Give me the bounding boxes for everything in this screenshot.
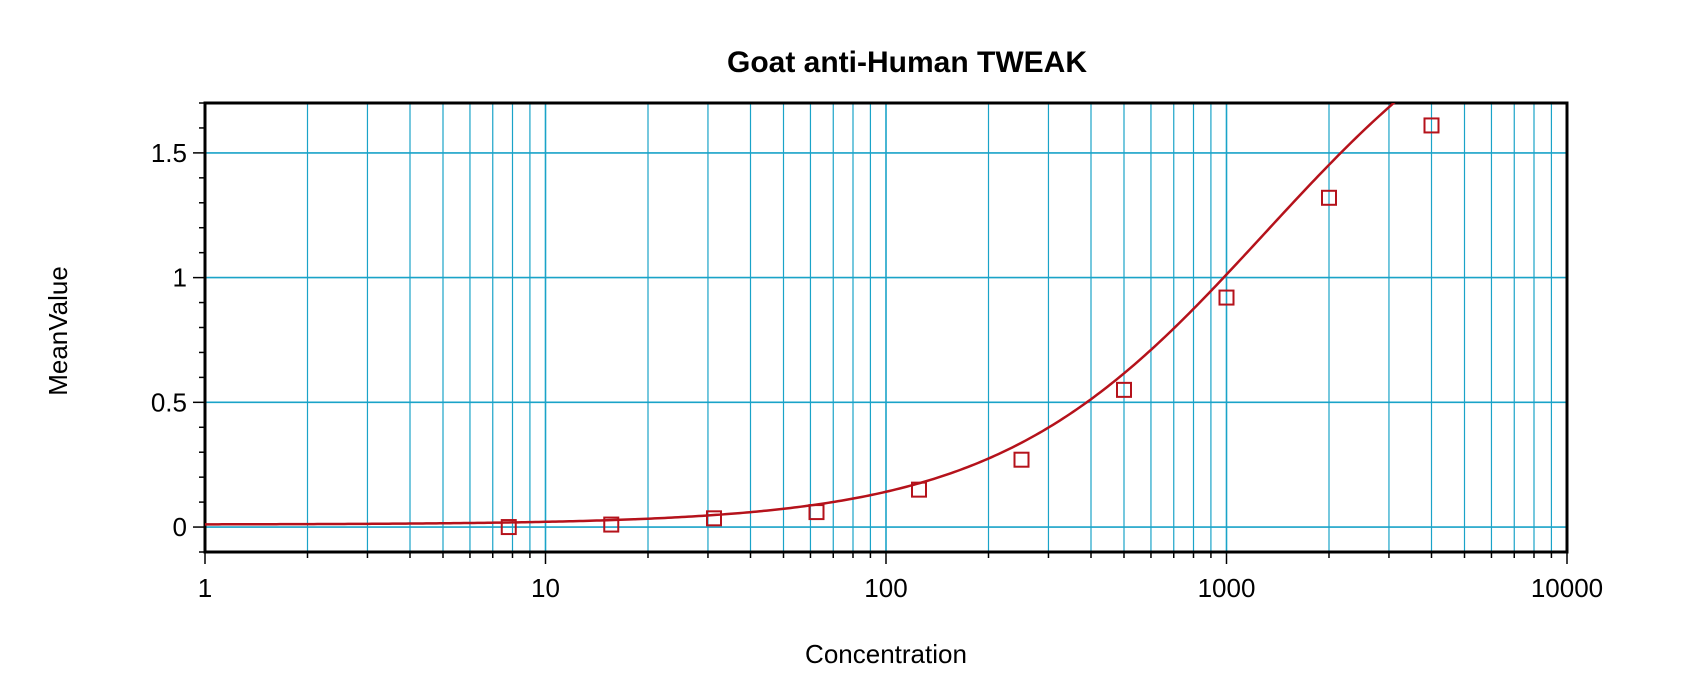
data-point [705, 510, 722, 527]
data-point [808, 504, 825, 521]
x-tick-label: 100 [864, 573, 907, 603]
grid-lines [205, 103, 1567, 552]
data-points-layer [500, 117, 1440, 536]
x-tick-label: 10000 [1531, 573, 1603, 603]
data-point [910, 481, 927, 498]
fit-curve [205, 103, 1396, 526]
x-tick-label: 1 [198, 573, 212, 603]
x-tick-label: 10 [531, 573, 560, 603]
chart-title: Goat anti-Human TWEAK [727, 46, 1087, 79]
data-point [603, 516, 620, 533]
data-point [1218, 289, 1235, 306]
y-tick-label: 0 [173, 512, 187, 542]
y-axis-label: MeanValue [43, 266, 73, 396]
y-tick-label: 1 [173, 263, 187, 293]
axes: 0 0.5 1 1.5 1 10 100 1000 10000 [151, 101, 1603, 603]
data-point [1013, 451, 1030, 468]
fit-curve-layer [205, 103, 1396, 526]
y-tick-label: 1.5 [151, 138, 187, 168]
x-axis-label: Concentration [805, 639, 967, 669]
x-tick-label: 1000 [1198, 573, 1256, 603]
data-point [1115, 381, 1132, 398]
data-point [500, 519, 517, 536]
data-point [1423, 117, 1440, 134]
data-point [1321, 189, 1338, 206]
y-tick-label: 0.5 [151, 387, 187, 417]
